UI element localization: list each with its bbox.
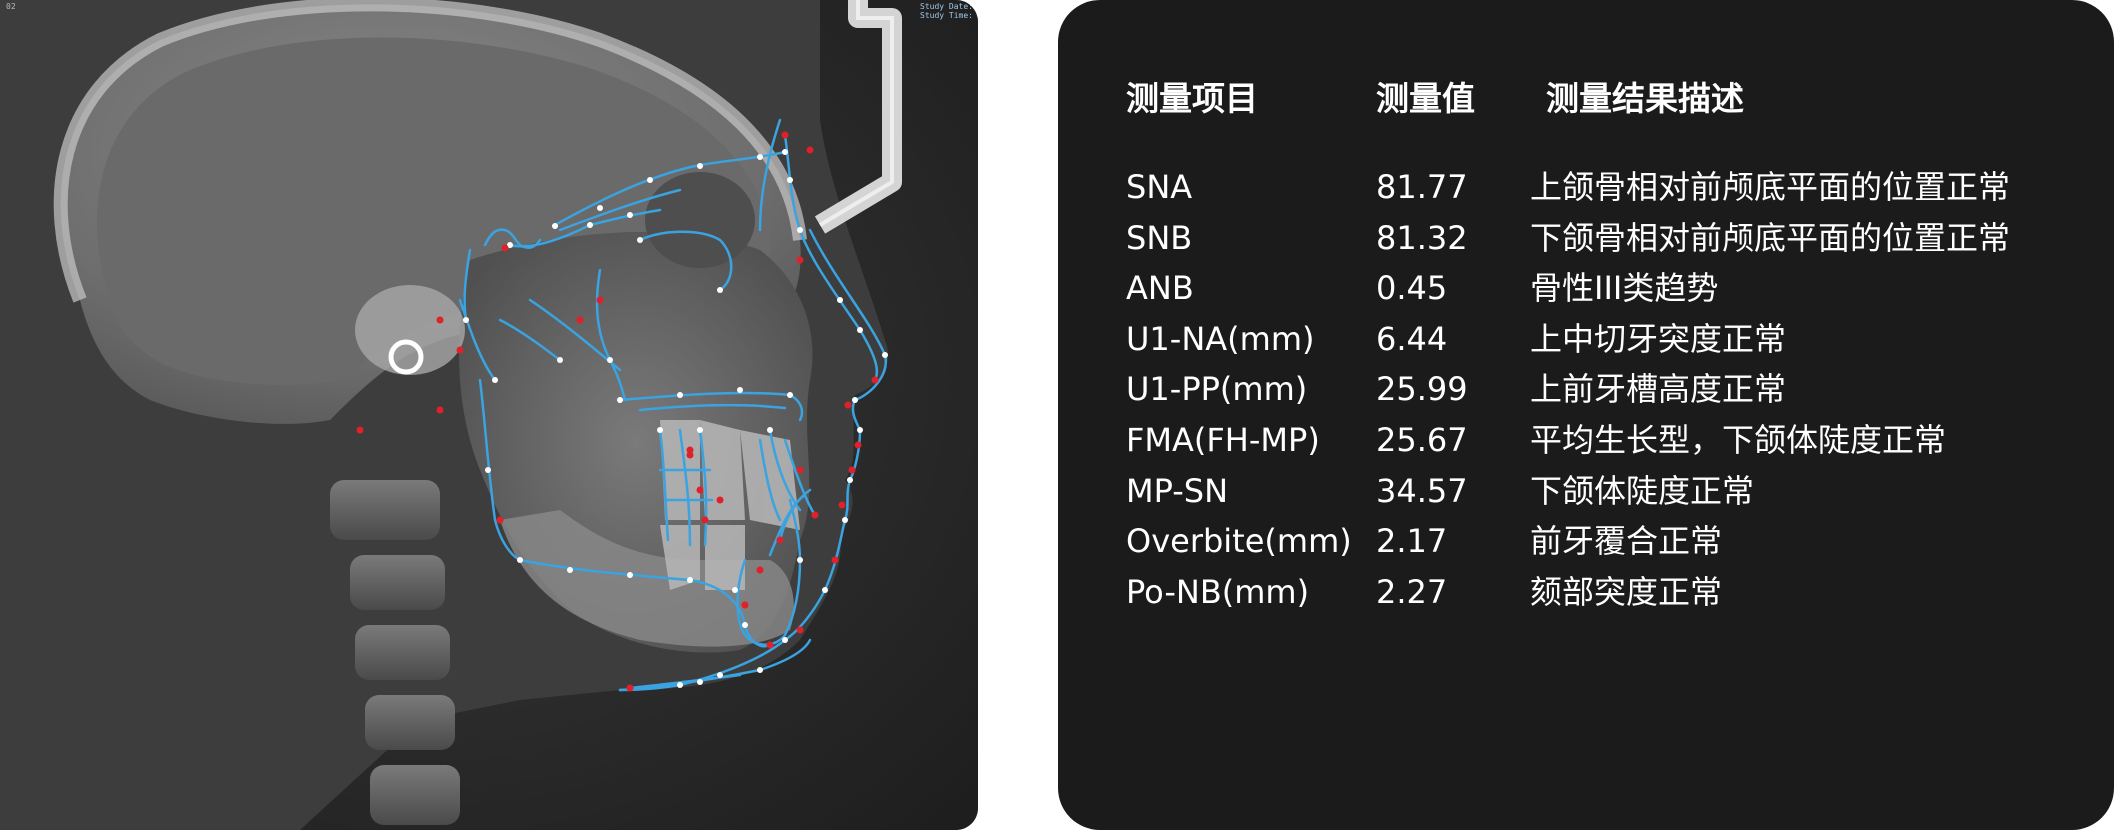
measurement-item: U1-NA(mm): [1126, 319, 1315, 358]
measurement-value: 6.44: [1376, 319, 1448, 358]
measurement-description: 上颌骨相对前颅底平面的位置正常: [1530, 168, 2011, 206]
xray-image[interactable]: [0, 0, 978, 830]
measurement-value: 2.27: [1376, 572, 1448, 611]
table-row: U1-NA(mm) 6.44 上中切牙突度正常: [1058, 314, 2114, 364]
measurement-description: 上前牙槽高度正常: [1530, 370, 1787, 409]
measurement-item: U1-PP(mm): [1126, 370, 1308, 409]
study-time-label: Study Time:: [920, 11, 973, 20]
measurement-item: MP-SN: [1126, 471, 1228, 510]
measurement-value: 25.99: [1376, 370, 1468, 409]
table-row: Overbite(mm) 2.17 前牙覆合正常: [1058, 516, 2114, 566]
measurement-description: 颏部突度正常: [1530, 572, 1723, 611]
table-row: FMA(FH-MP) 25.67 平均生长型，下颌体陡度正常: [1058, 415, 2114, 465]
landmarks-red: [356, 131, 879, 692]
header-result-description: 测量结果描述: [1546, 79, 1744, 118]
skull-rim: [53, 0, 807, 303]
table-row: Po-NB(mm) 2.27 颏部突度正常: [1058, 567, 2114, 617]
measurement-item: Po-NB(mm): [1126, 572, 1310, 611]
header-measurement-item: 测量项目: [1126, 79, 1258, 118]
measurement-results-panel: 测量项目 测量值 测量结果描述 SNA 81.77 上颌骨相对前颅底平面的位置正常 S…: [1058, 0, 2114, 830]
cephalometric-tracing: [458, 118, 888, 692]
table-row: SNA 81.77 上颌骨相对前颅底平面的位置正常: [1058, 162, 2114, 212]
measurement-item: FMA(FH-MP): [1126, 421, 1320, 459]
table-row: ANB 0.45 骨性III类趋势: [1058, 263, 2114, 313]
table-row: U1-PP(mm) 25.99 上前牙槽高度正常: [1058, 364, 2114, 414]
teeth: [660, 420, 800, 590]
measurement-description: 骨性III类趋势: [1530, 269, 1719, 308]
measurement-item: SNB: [1126, 218, 1193, 257]
measurement-description: 下颌骨相对前颅底平面的位置正常: [1530, 218, 2011, 257]
measurement-description: 平均生长型，下颌体陡度正常: [1530, 421, 1947, 459]
cervical-spine: [330, 480, 460, 825]
measurement-description: 下颌体陡度正常: [1530, 471, 1755, 510]
measurement-value: 25.67: [1376, 421, 1468, 459]
measurement-item: ANB: [1126, 269, 1194, 308]
measurement-item: Overbite(mm): [1126, 522, 1352, 561]
header-measurement-value: 测量值: [1376, 79, 1475, 118]
measurement-description: 上中切牙突度正常: [1530, 319, 1787, 358]
mandible: [500, 510, 794, 647]
measurement-value: 81.32: [1376, 218, 1468, 257]
measurement-item: SNA: [1126, 168, 1193, 206]
corner-mark: 02: [6, 2, 16, 11]
measurement-value: 0.45: [1376, 269, 1448, 308]
measurement-value: 81.77: [1376, 168, 1468, 206]
table-row: MP-SN 34.57 下颌体陡度正常: [1058, 466, 2114, 516]
landmarks-white: [463, 149, 888, 688]
orbit: [645, 172, 755, 268]
measurement-value: 34.57: [1376, 471, 1468, 510]
table-row: SNB 81.32 下颌骨相对前颅底平面的位置正常: [1058, 213, 2114, 263]
study-date-label: Study Date:: [920, 2, 973, 11]
measurement-description: 前牙覆合正常: [1530, 522, 1723, 561]
cephalometric-xray-panel[interactable]: Study Date: Study Time: 02: [0, 0, 978, 830]
petrous-region: [355, 285, 465, 375]
ear-rod-ring: [388, 339, 424, 375]
measurement-value: 2.17: [1376, 522, 1448, 561]
